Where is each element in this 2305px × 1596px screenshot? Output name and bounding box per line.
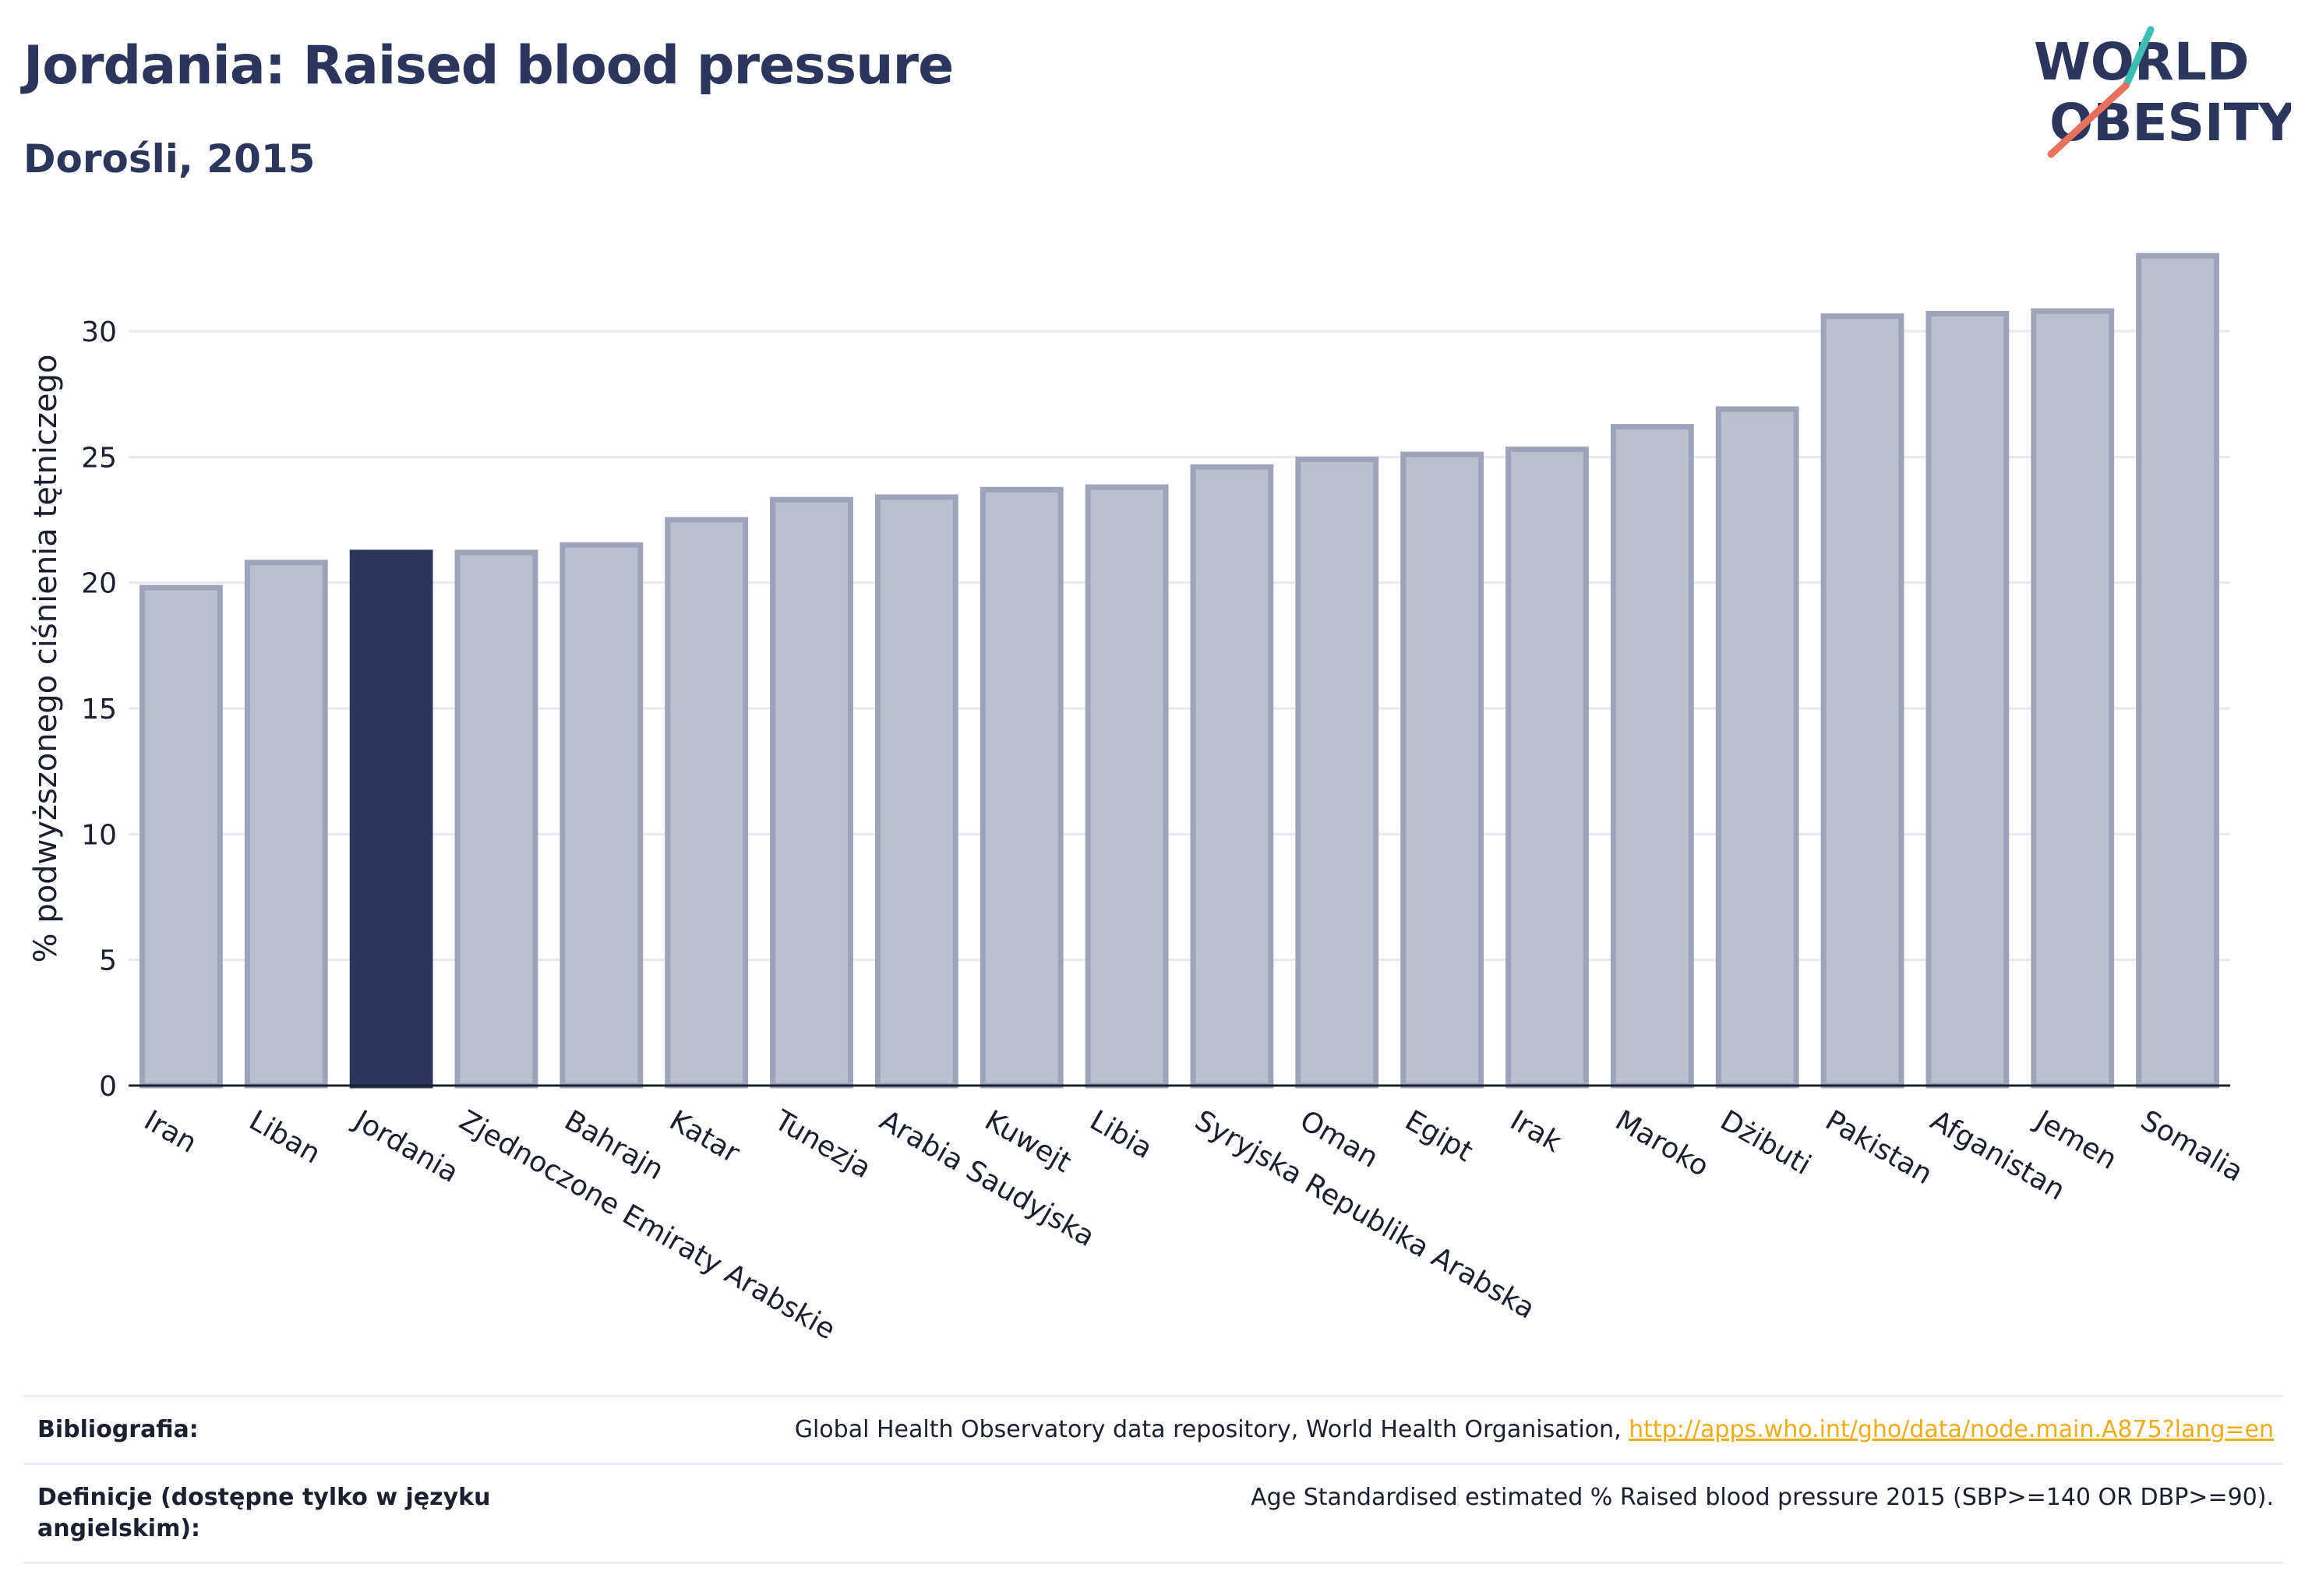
bar-bahrajn[interactable] [559,542,644,1089]
bar-afganistan[interactable] [1926,310,2010,1089]
y-axis-label: % podwyższonego ciśnienia tętniczego [28,355,64,963]
bars [139,252,2219,1089]
bibliography-text: Global Health Observatory data repositor… [794,1416,1629,1443]
grid-lines [129,330,2230,962]
x-tick-label: Pakistan [1820,1104,1938,1191]
x-tick-label: Libia [1085,1104,1158,1165]
x-tick-label: Somalia [2135,1104,2248,1188]
bibliography-value: Global Health Observatory data repositor… [795,1414,2283,1446]
y-tick-label: 30 [81,316,117,348]
bar-oman[interactable] [1295,457,1379,1089]
bar-egipt[interactable] [1400,451,1484,1089]
logo-slash-teal [2122,26,2155,90]
x-tick-label: Tunezja [768,1104,877,1185]
bar-kuwejt[interactable] [980,486,1064,1089]
x-tick-label: Katar [664,1104,745,1170]
definitions-label: Definicje (dostępne tylko w języku angie… [37,1484,491,1542]
bar-liban[interactable] [244,560,328,1089]
bar-zjednoczone-emiraty-arabskie[interactable] [454,549,538,1089]
definitions-row: Definicje (dostępne tylko w języku angie… [23,1463,2283,1564]
x-tick-label: Irak [1505,1104,1567,1159]
footer-table: Bibliografia: Global Health Observatory … [23,1395,2283,1564]
bar-jordania[interactable] [349,549,433,1089]
x-tick-label: Dżibuti [1715,1104,1816,1181]
bar-iran[interactable] [139,584,223,1089]
bar-libia[interactable] [1085,484,1169,1089]
bibliography-link[interactable]: http://apps.who.int/gho/data/node.main.A… [1629,1416,2274,1443]
chart-subtitle: Dorośli, 2015 [23,136,316,182]
y-tick-label: 5 [99,945,117,977]
bar-maroko[interactable] [1610,424,1694,1089]
world-obesity-logo: WORLD OBESITY [2034,26,2291,158]
x-tick-label: Zjednoczone Emiraty Arabskie [454,1104,840,1346]
y-tick-label: 15 [81,694,117,726]
x-tick-label: Jordania [348,1103,464,1189]
x-tick-label: Iran [139,1104,202,1160]
bar-irak[interactable] [1505,447,1589,1089]
y-tick-label: 0 [99,1071,117,1103]
bar-dżibuti[interactable] [1715,406,1799,1089]
y-tick-labels: 0 5 10 15 20 25 30 [81,316,117,1103]
chart-title: Jordania: Raised blood pressure [23,35,954,97]
bar-syryjska-republika-arabska[interactable] [1190,464,1274,1089]
y-tick-label: 10 [81,819,117,851]
bibliography-label: Bibliografia: [37,1416,199,1443]
bar-somalia[interactable] [2136,252,2219,1089]
definitions-value: Age Standardised estimated % Raised bloo… [1251,1484,2274,1511]
y-tick-label: 25 [81,442,117,474]
y-tick-label: 20 [81,568,117,600]
bar-tunezja[interactable] [770,496,853,1089]
logo-slash-coral [2047,82,2130,158]
bar-katar[interactable] [665,517,749,1089]
x-tick-label: Liban [244,1104,326,1170]
bar-chart: 0 5 10 15 20 25 30 Iran Liban JordaniaZjednoczon… [28,252,2248,1346]
x-tick-label: Maroko [1610,1104,1714,1183]
bar-pakistan[interactable] [1820,313,1904,1089]
bibliography-row: Bibliografia: Global Health Observatory … [23,1395,2283,1463]
bar-arabia-saudyjska[interactable] [874,494,958,1089]
bar-jemen[interactable] [2031,308,2115,1089]
x-tick-label: Egipt [1400,1104,1478,1168]
